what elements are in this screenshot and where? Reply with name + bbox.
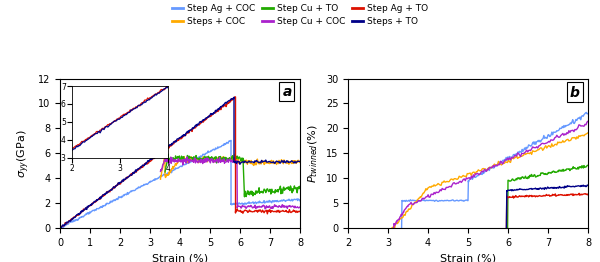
Legend: Step Ag + COC, Steps + COC, Step Cu + TO, Step Cu + COC, Step Ag + TO, Steps + T: Step Ag + COC, Steps + COC, Step Cu + TO… — [170, 2, 430, 28]
Text: $\bfit{a}$: $\bfit{a}$ — [281, 85, 292, 99]
X-axis label: Strain (%): Strain (%) — [440, 253, 496, 262]
X-axis label: Strain (%): Strain (%) — [152, 253, 208, 262]
Y-axis label: $\sigma_{yy}$(GPa): $\sigma_{yy}$(GPa) — [16, 129, 32, 178]
Y-axis label: $P_{twinned}$(%): $P_{twinned}$(%) — [307, 124, 320, 183]
Text: $\bfit{b}$: $\bfit{b}$ — [569, 85, 580, 100]
